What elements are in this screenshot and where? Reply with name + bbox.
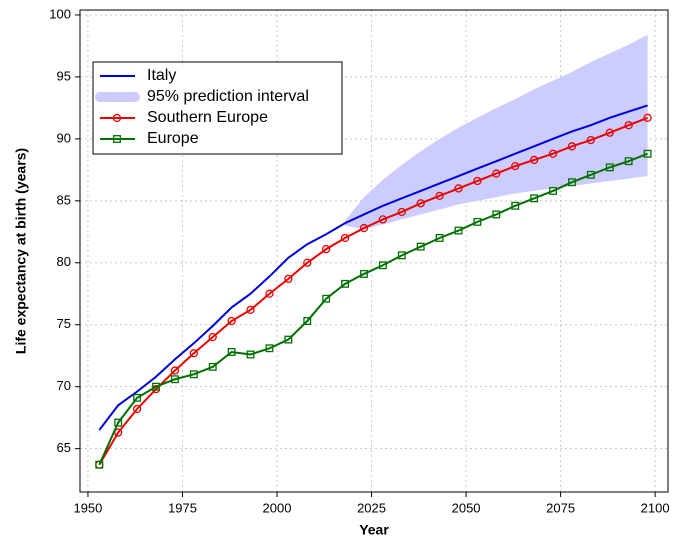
point [265, 344, 274, 353]
point [511, 161, 520, 171]
point [189, 370, 198, 379]
point [284, 274, 293, 284]
point [492, 169, 501, 178]
legend-marker [113, 135, 121, 143]
point [378, 261, 387, 270]
x-tick-label: 1975 [168, 500, 197, 515]
point [133, 393, 142, 402]
x-tick-label: 2075 [546, 500, 575, 515]
point [114, 418, 123, 427]
legend-label: Italy [147, 67, 176, 84]
y-axis-label: Life expectancy at birth (years) [13, 148, 29, 354]
point [397, 207, 406, 217]
point [152, 382, 160, 391]
point [643, 149, 652, 158]
point [454, 226, 463, 235]
point [227, 316, 236, 326]
x-tick-label: 2050 [452, 500, 481, 515]
point [397, 251, 406, 260]
point [624, 121, 633, 130]
point [643, 113, 652, 122]
point [454, 184, 463, 193]
y-tick-label: 100 [49, 6, 71, 21]
point [341, 279, 350, 288]
point [586, 135, 596, 145]
point [303, 317, 312, 325]
point [473, 217, 482, 226]
point [530, 194, 539, 203]
legend: Italy 95% prediction interval Southern Eur… [92, 61, 343, 155]
x-tick-label: 1950 [73, 500, 102, 515]
point [605, 128, 614, 137]
point [549, 186, 557, 195]
point [170, 366, 180, 375]
x-axis-label: Year [359, 522, 389, 538]
point [605, 163, 614, 172]
x-tick-label: 2025 [357, 500, 386, 515]
point [511, 201, 520, 210]
point [378, 215, 388, 224]
point [473, 176, 482, 186]
point [303, 258, 312, 267]
y-tick-label: 95 [57, 68, 71, 83]
point [227, 348, 236, 356]
point [322, 294, 331, 303]
point [624, 157, 633, 166]
point [322, 244, 331, 254]
y-tick-label: 65 [57, 440, 71, 455]
legend-label: Europe [147, 130, 199, 147]
point [208, 362, 217, 371]
legend-label: Southern Europe [147, 109, 268, 126]
point [340, 233, 350, 243]
y-tick-label: 70 [57, 378, 71, 393]
series-line [98, 104, 648, 431]
point [586, 170, 595, 179]
y-tick-label: 80 [57, 254, 71, 269]
point [435, 191, 444, 201]
legend-marker [112, 113, 122, 123]
point [246, 305, 255, 315]
point [435, 234, 444, 242]
legend-label: 95% prediction interval [147, 88, 309, 105]
point [189, 349, 198, 358]
point [529, 155, 539, 165]
point [359, 223, 369, 233]
point [95, 460, 104, 469]
point [568, 178, 576, 187]
point [246, 350, 255, 359]
x-tick-label: 2100 [641, 500, 670, 515]
y-tick-label: 85 [57, 192, 71, 207]
point [492, 210, 501, 219]
x-tick-label: 2000 [263, 500, 292, 515]
plot-frame [79, 9, 669, 493]
y-tick-label: 75 [57, 316, 71, 331]
point [284, 335, 293, 344]
point [416, 242, 425, 251]
point [132, 404, 142, 414]
point [567, 142, 577, 151]
point [548, 149, 558, 158]
point [416, 199, 425, 208]
point [360, 269, 368, 278]
y-tick-label: 90 [57, 130, 71, 145]
prediction-band [345, 34, 648, 230]
point [208, 332, 217, 342]
point [170, 375, 179, 384]
point [265, 289, 274, 298]
